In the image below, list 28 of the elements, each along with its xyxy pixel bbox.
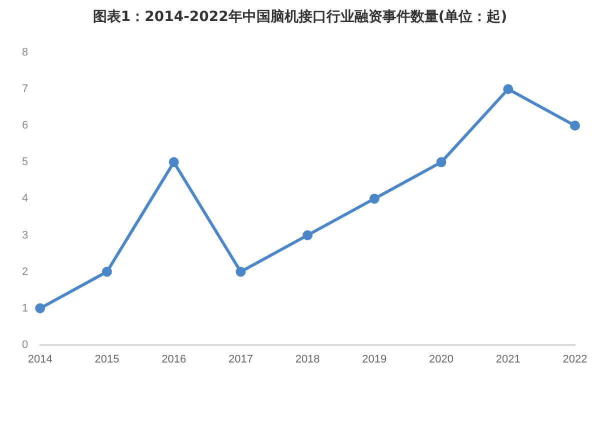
point <box>570 120 580 131</box>
point <box>168 157 179 168</box>
y-tick-label: 1 <box>22 302 28 314</box>
y-tick-label: 4 <box>22 192 28 205</box>
chart-title: 图表1：2014-2022年中国脑机接口行业融资事件数量(单位：起) <box>92 8 508 26</box>
x-tick-label: 2018 <box>295 353 320 366</box>
point <box>236 266 246 277</box>
x-tick-label: 2017 <box>228 353 253 366</box>
point <box>369 194 380 204</box>
point <box>102 266 112 277</box>
y-tick-label: 6 <box>22 120 28 132</box>
y-tick-label: 7 <box>22 83 28 96</box>
x-tick-label: 2016 <box>162 353 186 366</box>
y-tick-label: 2 <box>22 266 28 278</box>
x-tick-label: 2020 <box>429 353 454 366</box>
point <box>302 230 313 240</box>
y-tick-label: 3 <box>22 229 28 242</box>
y-tick-label: 8 <box>22 46 28 59</box>
y-tick-label: 5 <box>22 156 28 168</box>
x-tick-label: 2022 <box>562 353 588 366</box>
point <box>503 84 514 94</box>
x-tick-label: 2014 <box>28 353 52 366</box>
x-tick-label: 2019 <box>362 353 387 366</box>
x-tick-label: 2015 <box>94 353 120 366</box>
point <box>436 157 446 168</box>
x-tick-label: 2021 <box>496 353 520 366</box>
y-tick-label: 0 <box>22 338 28 351</box>
point <box>35 303 46 314</box>
